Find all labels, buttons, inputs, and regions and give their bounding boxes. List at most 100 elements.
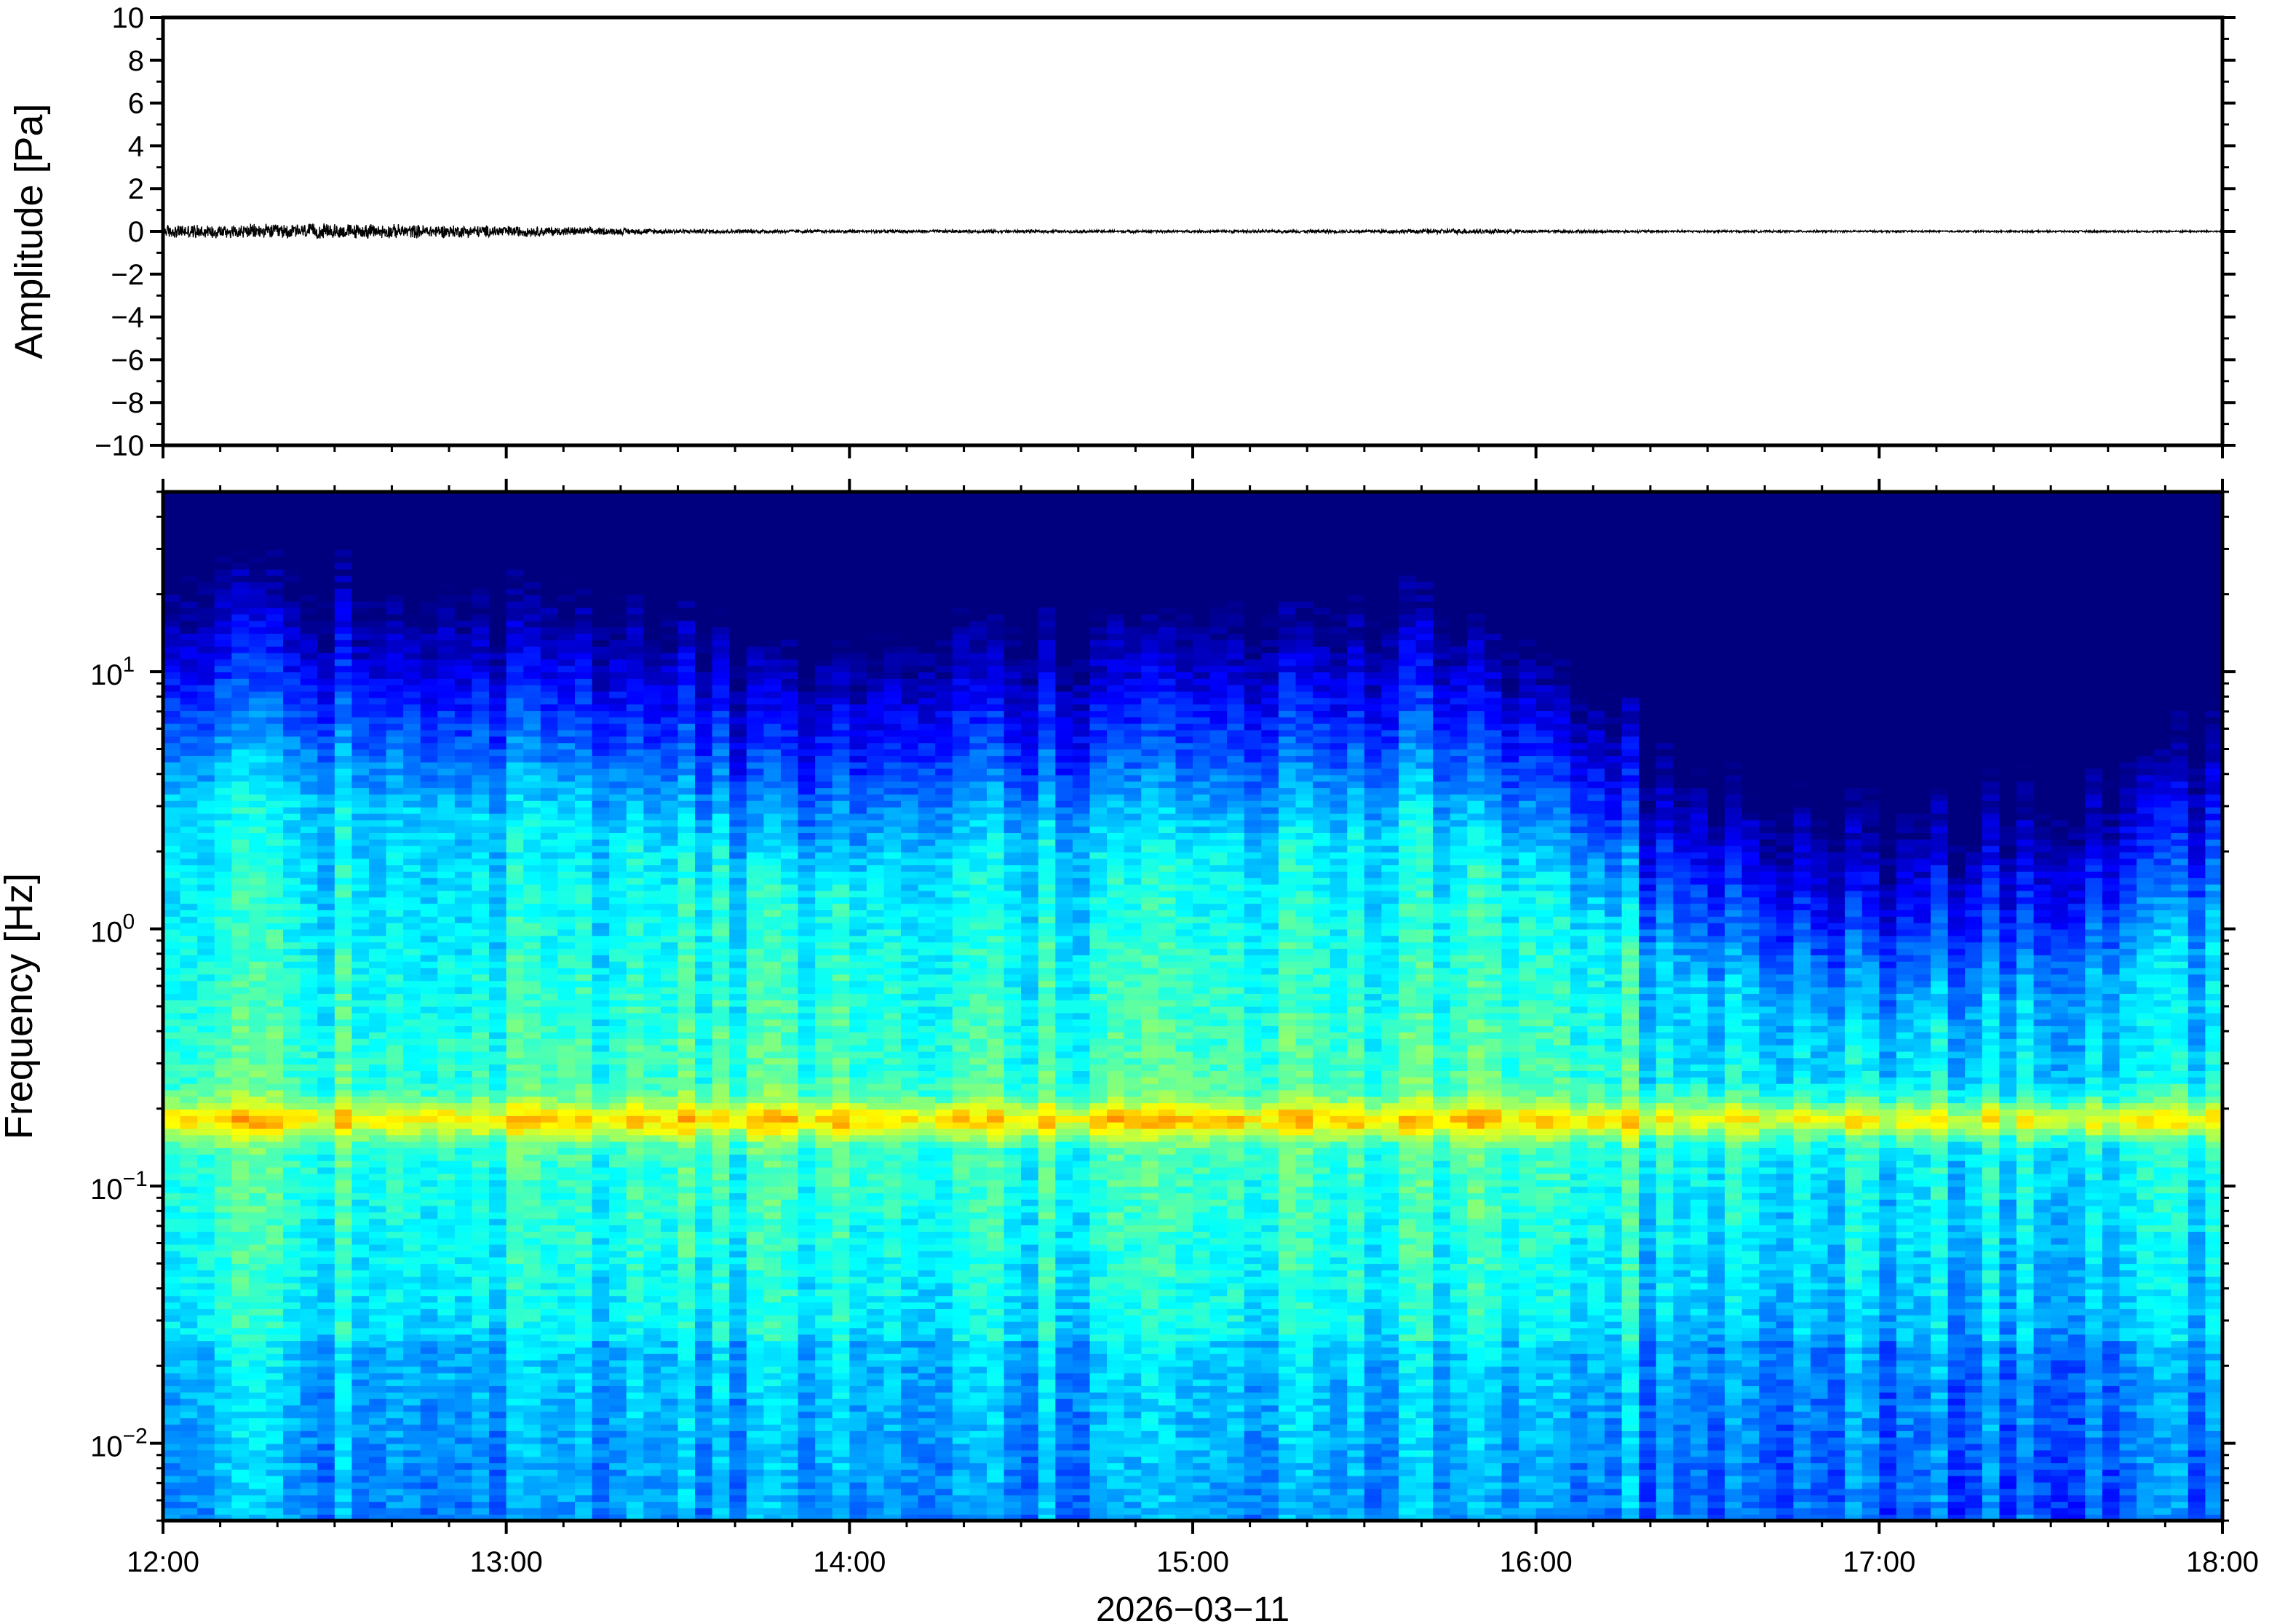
spectrogram-cell xyxy=(454,690,473,698)
spectrogram-cell xyxy=(351,1270,370,1277)
spectrogram-cell xyxy=(523,794,541,801)
spectrogram-cell xyxy=(180,1476,198,1483)
spectrogram-cell xyxy=(540,1147,559,1155)
spectrogram-cell xyxy=(523,928,541,936)
spectrogram-cell xyxy=(592,1243,610,1251)
spectrogram-cell xyxy=(677,665,696,673)
spectrogram-cell xyxy=(386,1077,404,1084)
spectrogram-cell xyxy=(369,1186,387,1193)
spectrogram-cell xyxy=(506,1032,524,1039)
spectrogram-cell xyxy=(266,672,284,679)
spectrogram-cell xyxy=(454,575,473,583)
spectrogram-cell xyxy=(712,909,730,917)
spectrogram-cell xyxy=(403,1070,421,1078)
spectrogram-cell xyxy=(369,1353,387,1361)
spectrogram-cell xyxy=(660,1321,679,1329)
spectrogram-cell xyxy=(214,613,232,621)
spectrogram-cell xyxy=(437,774,456,782)
spectrogram-cell xyxy=(420,1353,438,1361)
spectrogram-cell xyxy=(420,1193,438,1200)
spectrogram-cell xyxy=(660,1476,679,1483)
spectrogram-cell xyxy=(403,685,421,692)
spectrogram-cell xyxy=(454,1360,473,1367)
spectrogram-cell xyxy=(454,1353,473,1361)
spectrogram-cell xyxy=(489,1340,507,1348)
spectrogram-cell xyxy=(231,832,250,840)
spectrogram-cell xyxy=(506,1243,524,1251)
spectrogram-cell xyxy=(369,1109,387,1116)
spectrogram-cell xyxy=(506,1083,524,1091)
spectrogram-cell xyxy=(489,781,507,789)
spectrogram-cell xyxy=(266,1077,284,1084)
spectrogram-cell xyxy=(506,1360,524,1367)
spectrogram-cell xyxy=(677,1353,696,1361)
spectrogram-cell xyxy=(351,1476,370,1483)
spectrogram-cell xyxy=(420,1366,438,1374)
spectrogram-cell xyxy=(437,1019,456,1027)
spectrogram-cell xyxy=(317,774,335,782)
spectrogram-cell xyxy=(266,1045,284,1052)
spectrogram-cell xyxy=(163,1057,181,1065)
spectrogram-cell xyxy=(283,1045,301,1052)
spectrogram-cell xyxy=(523,961,541,968)
spectrogram-cell xyxy=(369,1077,387,1084)
spectrogram-cell xyxy=(180,923,198,930)
spectrogram-cell xyxy=(300,1443,318,1451)
spectrogram-cell xyxy=(300,1199,318,1206)
spectrogram-cell xyxy=(334,1205,353,1213)
spectrogram-cell xyxy=(386,742,404,750)
spectrogram-cell xyxy=(695,903,713,911)
spectrogram-cell xyxy=(592,1238,610,1245)
spectrogram-cell xyxy=(180,1064,198,1071)
spectrogram-cell xyxy=(506,1173,524,1181)
spectrogram-cell xyxy=(386,955,404,962)
spectrogram-cell xyxy=(214,549,232,557)
spectrogram-cell xyxy=(437,685,456,692)
spectrogram-cell xyxy=(231,942,250,950)
spectrogram-cell xyxy=(609,1283,627,1290)
spectrogram-cell xyxy=(403,704,421,712)
spectrogram-cell xyxy=(592,1154,610,1161)
spectrogram-cell xyxy=(472,1166,490,1174)
spectrogram-cell xyxy=(506,581,524,589)
spectrogram-cell xyxy=(266,1238,284,1245)
spectrogram-cell xyxy=(523,1347,541,1354)
spectrogram-cell xyxy=(248,1417,267,1425)
spectrogram-cell xyxy=(712,967,730,975)
spectrogram-cell xyxy=(454,1166,473,1174)
spectrogram-cell xyxy=(609,980,627,988)
spectrogram-cell xyxy=(351,1193,370,1200)
spectrogram-cell xyxy=(454,1218,473,1226)
spectrogram-cell xyxy=(420,1437,438,1444)
spectrogram-cell xyxy=(523,1315,541,1322)
spectrogram-cell xyxy=(163,1276,181,1283)
spectrogram-cell xyxy=(369,864,387,872)
spectrogram-cell xyxy=(231,1340,250,1348)
spectrogram-cell xyxy=(317,1476,335,1483)
spectrogram-cell xyxy=(231,1115,250,1123)
spectrogram-cell xyxy=(557,1077,576,1084)
spectrogram-cell xyxy=(317,1057,335,1065)
spectrogram-cell xyxy=(369,1443,387,1451)
spectrogram-cell xyxy=(180,1308,198,1315)
spectrogram-cell xyxy=(437,1308,456,1315)
spectrogram-cell xyxy=(403,884,421,891)
spectrogram-cell xyxy=(197,1141,215,1149)
spectrogram-cell xyxy=(386,640,404,647)
spectrogram-cell xyxy=(197,1238,215,1245)
spectrogram-cell xyxy=(643,742,661,750)
spectrogram-cell xyxy=(472,909,490,917)
spectrogram-cell xyxy=(489,1494,507,1502)
spectrogram-cell xyxy=(626,1360,644,1367)
spectrogram-cell xyxy=(643,1057,661,1065)
spectrogram-cell xyxy=(214,633,232,640)
spectrogram-cell xyxy=(283,1238,301,1245)
spectrogram-cell xyxy=(609,704,627,712)
spectrogram-cell xyxy=(163,710,181,717)
spectrogram-cell xyxy=(523,1070,541,1078)
spectrogram-cell xyxy=(454,819,473,827)
spectrogram-cell xyxy=(609,626,627,634)
spectrogram-cell xyxy=(180,1134,198,1142)
spectrogram-cell xyxy=(283,1424,301,1431)
spectrogram-cell xyxy=(283,1488,301,1496)
